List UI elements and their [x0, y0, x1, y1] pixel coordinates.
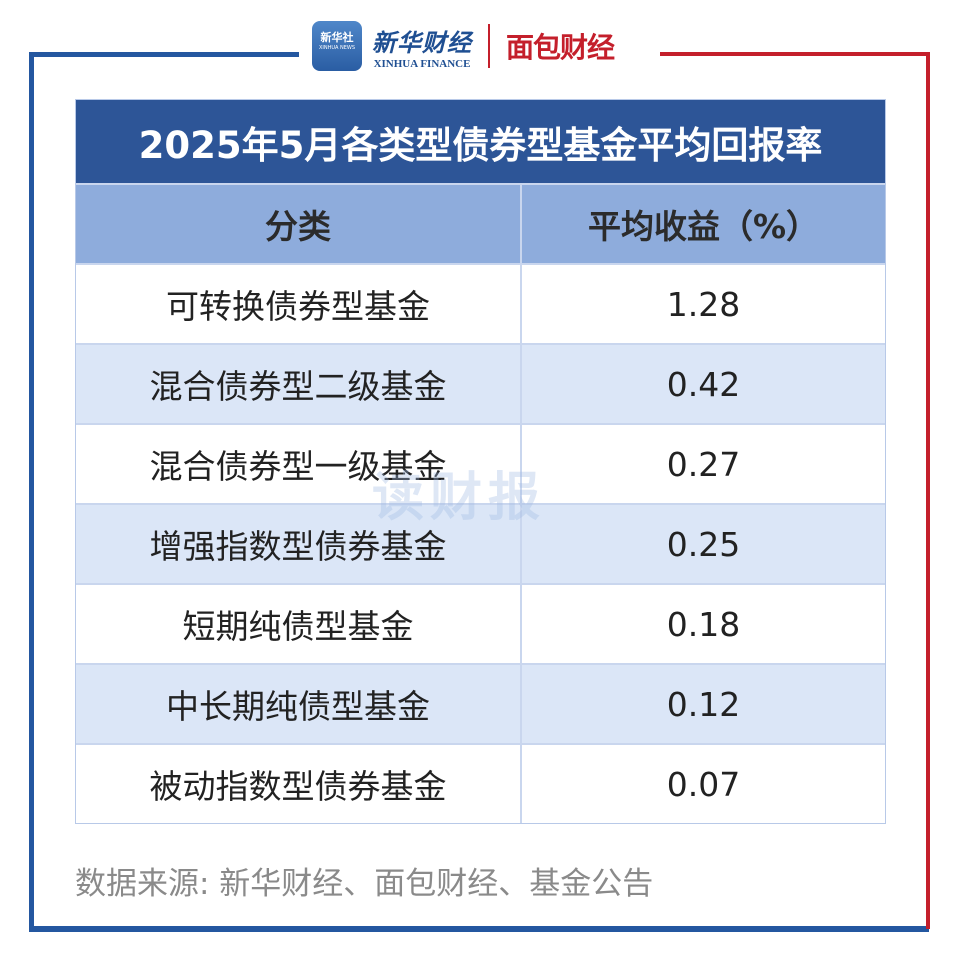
xinhua-finance-logo: 新华财经 XINHUA FINANCE — [372, 23, 472, 70]
watermark: 读财报 — [372, 468, 547, 528]
category-cell: 混合债券型二级基金 — [76, 345, 522, 423]
frame-bottom-blue — [29, 926, 929, 932]
column-header-category: 分类 — [76, 185, 522, 263]
xinhua-news-logo-en: XINHUA NEWS — [318, 45, 356, 51]
category-cell: 增强指数型债券基金 — [76, 505, 522, 583]
xinhua-news-logo: 新华社 XINHUA NEWS — [312, 21, 362, 71]
xinhua-news-logo-text: 新华社 — [320, 31, 354, 44]
value-cell: 0.07 — [666, 764, 741, 804]
table-header-row: 分类 平均收益（%） — [76, 185, 885, 265]
category-cell: 中长期纯债型基金 — [76, 665, 522, 743]
category-cell: 被动指数型债券基金 — [76, 745, 522, 823]
value-cell: 0.18 — [666, 604, 741, 644]
source-note: 数据来源: 新华财经、面包财经、基金公告 — [75, 866, 654, 902]
frame-top-red — [660, 52, 930, 56]
table-row: 增强指数型债券基金 0.25 — [76, 505, 885, 585]
table-row: 中长期纯债型基金 0.12 — [76, 665, 885, 745]
logo-divider — [488, 24, 490, 68]
mianbao-logo: 面包财经 — [506, 31, 615, 64]
column-header-return: 平均收益（%） — [587, 207, 820, 246]
table-row: 混合债券型二级基金 0.42 — [76, 345, 885, 425]
table-row: 被动指数型债券基金 0.07 — [76, 745, 885, 823]
frame-top-blue — [29, 52, 299, 57]
category-cell: 短期纯债型基金 — [76, 585, 522, 663]
value-cell: 0.12 — [666, 684, 741, 724]
table-row: 短期纯债型基金 0.18 — [76, 585, 885, 665]
category-cell: 混合债券型一级基金 — [76, 425, 522, 503]
value-cell: 1.28 — [666, 284, 741, 324]
value-cell: 0.27 — [666, 444, 741, 484]
xinhua-finance-logo-en: XINHUA FINANCE — [373, 57, 471, 70]
value-cell: 0.42 — [666, 364, 741, 404]
xinhua-finance-logo-text: 新华财经 — [372, 27, 472, 57]
table-row: 可转换债券型基金 1.28 — [76, 265, 885, 345]
table-row: 混合债券型一级基金 0.27 — [76, 425, 885, 505]
value-cell: 0.25 — [666, 524, 741, 564]
logo-bar: 新华社 XINHUA NEWS 新华财经 XINHUA FINANCE 面包财经 — [312, 18, 615, 74]
data-table: 2025年5月各类型债券型基金平均回报率 分类 平均收益（%） 可转换债券型基金… — [75, 99, 886, 824]
frame-left-blue — [29, 52, 34, 932]
table-title: 2025年5月各类型债券型基金平均回报率 — [76, 100, 885, 185]
frame-right-red — [926, 52, 930, 929]
category-cell: 可转换债券型基金 — [76, 265, 522, 343]
